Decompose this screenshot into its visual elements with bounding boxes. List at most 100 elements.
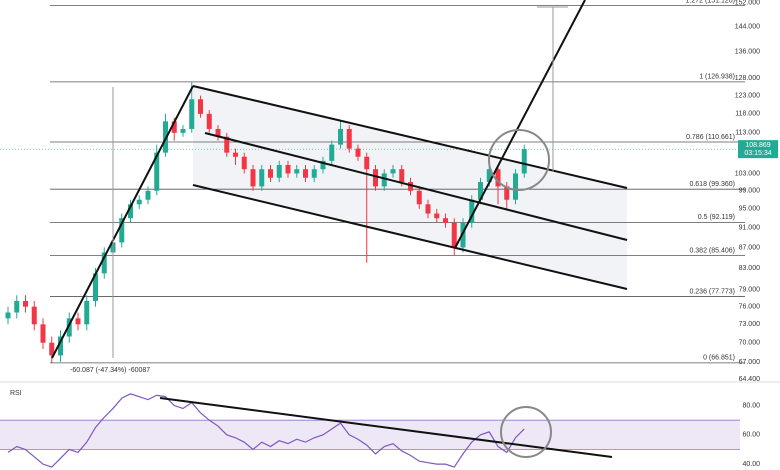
candle-body bbox=[66, 318, 72, 337]
fib-label: 1.272 (151.126) bbox=[686, 0, 735, 4]
projection-line bbox=[454, 0, 586, 249]
candle-body bbox=[408, 182, 413, 191]
candle-body bbox=[416, 190, 422, 205]
candle-body bbox=[329, 144, 335, 161]
candle-body bbox=[259, 169, 265, 187]
rsi-tick-label: 60.00 bbox=[742, 432, 760, 439]
candle-body bbox=[346, 128, 352, 149]
y-tick-label: 83.000 bbox=[739, 265, 761, 272]
candle-body bbox=[495, 169, 501, 187]
y-tick-label: 87.000 bbox=[739, 244, 761, 251]
candle-body bbox=[303, 169, 308, 178]
candles bbox=[5, 81, 527, 363]
candle-body bbox=[23, 300, 28, 307]
candle-body bbox=[478, 182, 483, 200]
candle-body bbox=[294, 169, 300, 174]
candle-body bbox=[215, 128, 221, 137]
candle-body bbox=[390, 169, 396, 174]
y-tick-label: 70.000 bbox=[739, 340, 761, 347]
candle-body bbox=[451, 222, 457, 248]
y-tick-label: 103.000 bbox=[735, 170, 760, 177]
fib-label: 0.236 (77.773) bbox=[689, 288, 735, 295]
candle-body bbox=[311, 169, 317, 178]
candle-body bbox=[513, 173, 518, 200]
y-tick-label: 123.000 bbox=[735, 93, 760, 100]
candle-body bbox=[75, 318, 81, 325]
highlight-circle bbox=[488, 129, 550, 191]
fib-label: 0.5 (92.119) bbox=[698, 214, 735, 221]
candle-body bbox=[93, 273, 98, 301]
y-tick-label: 144.000 bbox=[735, 23, 760, 30]
channel-mid bbox=[204, 132, 628, 241]
candle-body bbox=[58, 336, 63, 356]
rsi-trend-line bbox=[159, 397, 613, 458]
candle-body bbox=[504, 186, 510, 200]
candle-body bbox=[425, 204, 431, 214]
candle-body bbox=[355, 148, 361, 157]
candle-body bbox=[84, 300, 90, 325]
y-tick-label: 95.000 bbox=[739, 206, 761, 213]
candle-body bbox=[338, 128, 343, 145]
candle-body bbox=[128, 204, 133, 219]
candle-body bbox=[373, 169, 378, 187]
candle-body bbox=[233, 152, 238, 157]
trend-line bbox=[51, 85, 194, 359]
candle-body bbox=[119, 218, 125, 243]
channel-upper bbox=[192, 85, 628, 189]
candle-body bbox=[521, 149, 527, 174]
candle-body bbox=[5, 312, 11, 319]
candle-body bbox=[320, 160, 326, 170]
fib-label: 0.618 (99.360) bbox=[689, 181, 735, 188]
rsi-tick-label: 40.00 bbox=[742, 461, 760, 468]
y-tick-label: 152.000 bbox=[735, 0, 760, 7]
candle-body bbox=[31, 306, 37, 325]
y-tick-label: 76.000 bbox=[739, 304, 761, 311]
y-tick-label: 118.000 bbox=[735, 111, 760, 118]
candle-body bbox=[285, 165, 291, 174]
fib-label: 0.382 (85.406) bbox=[689, 247, 735, 254]
candle-body bbox=[198, 99, 203, 114]
candle-body bbox=[268, 169, 273, 178]
last-price-label: 108.869 bbox=[745, 142, 770, 149]
candle-body bbox=[171, 121, 177, 133]
candle-body bbox=[145, 190, 151, 200]
y-tick-label: 99.000 bbox=[739, 188, 761, 195]
rsi-tick-label: 80.00 bbox=[742, 402, 760, 409]
rsi-title: RSI bbox=[10, 390, 22, 397]
y-tick-label: 136.000 bbox=[735, 48, 760, 55]
y-tick-label: 91.000 bbox=[739, 225, 761, 232]
candle-body bbox=[443, 218, 448, 223]
candle-body bbox=[469, 199, 475, 223]
y-tick-label: 67.000 bbox=[739, 359, 761, 366]
candle-body bbox=[40, 324, 46, 343]
candle-body bbox=[206, 113, 212, 129]
fib-label: 0.786 (110.661) bbox=[686, 134, 735, 141]
candle-body bbox=[381, 173, 387, 187]
candle-body bbox=[399, 169, 405, 183]
candle-body bbox=[250, 169, 256, 187]
last-price-box bbox=[738, 140, 778, 159]
y-tick-label: 73.000 bbox=[739, 321, 761, 328]
candle-body bbox=[49, 342, 55, 356]
channel-lower bbox=[192, 184, 628, 290]
candle-body bbox=[101, 252, 107, 274]
candle-body bbox=[434, 213, 440, 219]
y-tick-label: 79.000 bbox=[739, 287, 761, 294]
candle-body bbox=[460, 222, 466, 248]
y-tick-label: 113.000 bbox=[735, 130, 760, 137]
candle-body bbox=[14, 300, 20, 313]
candle-body bbox=[276, 165, 282, 178]
candle-body bbox=[486, 169, 492, 183]
candle-body bbox=[241, 156, 247, 170]
rsi-line bbox=[7, 393, 525, 468]
fib-label: 1 (126.938) bbox=[699, 74, 735, 81]
candle-body bbox=[180, 128, 186, 133]
candle-body bbox=[189, 99, 195, 129]
candle-body bbox=[224, 136, 230, 153]
candle-body bbox=[136, 199, 142, 205]
y-tick-label: 64.400 bbox=[739, 376, 761, 383]
fib-label: 0 (66.851) bbox=[703, 355, 735, 362]
candle-body bbox=[364, 156, 370, 170]
